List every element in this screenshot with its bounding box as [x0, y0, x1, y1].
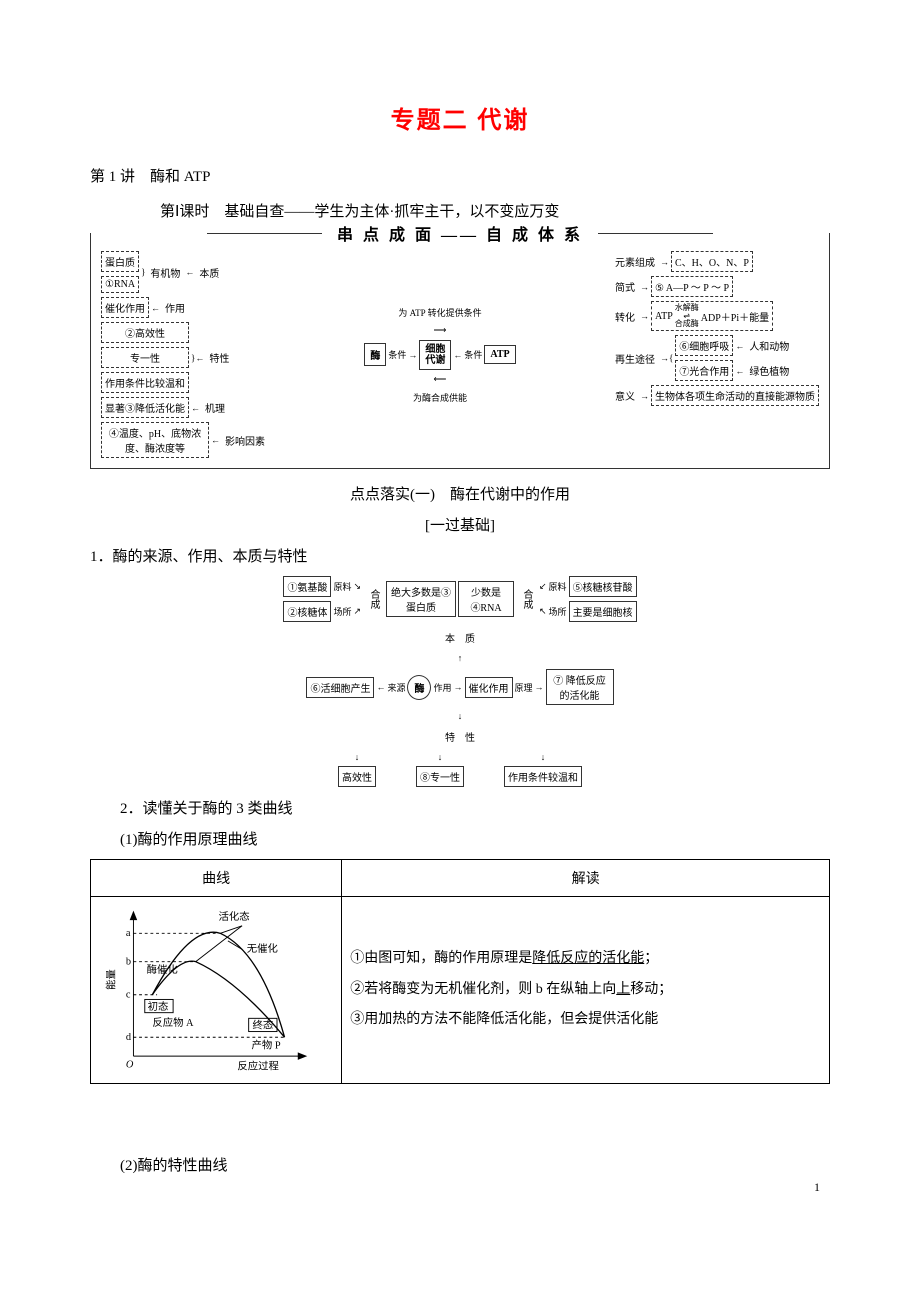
node-most-protein: 绝大多数是③蛋白质 [386, 581, 456, 617]
node-green-plant: 绿色植物 [746, 361, 792, 380]
svg-text:能量: 能量 [105, 969, 118, 990]
page-title: 专题二 代谢 [90, 100, 830, 135]
node-cell-metabolism: 细胞代谢 [419, 340, 451, 370]
label-essence: 本质 [196, 263, 222, 282]
concept-map-frame: 串 点 成 面 —— 自 成 体 系 蛋白质 ①RNA } 有机物 ← 本质 催… [90, 233, 830, 469]
page-number: 1 [814, 1180, 820, 1195]
chain-title-right: 自 成 体 系 [486, 227, 583, 244]
interp-line-2: ②若将酶变为无机催化剂，则 b 在纵轴上向上移动； [350, 975, 821, 1006]
interp-line-3: ③用加热的方法不能降低活化能，但会提供活化能 [350, 1005, 821, 1036]
node-catalysis: 催化作用 [101, 297, 149, 318]
node-catalysis2: 催化作用 [465, 677, 513, 698]
svg-text:a: a [126, 928, 131, 939]
svg-text:b: b [126, 957, 131, 968]
node-amino-acid: ①氨基酸 [283, 576, 331, 597]
paragraph-2: 2．读懂关于酶的 3 类曲线 [90, 797, 830, 818]
th-curve: 曲线 [91, 860, 342, 897]
node-meaning: 生物体各项生命活动的直接能源物质 [651, 385, 819, 406]
node-nucleotide: ⑤核糖核苷酸 [569, 576, 637, 597]
node-respiration: ⑥细胞呼吸 [675, 335, 733, 356]
lesson-heading: 第Ⅰ课时 基础自查——学生为主体·抓牢主干，以不变应万变 [160, 200, 830, 221]
paragraph-2-2: (2)酶的特性曲线 [90, 1154, 830, 1175]
arrow-provide-energy: 为酶合成供能 [410, 389, 470, 406]
node-specificity: 专一性 [101, 347, 189, 368]
node-high-efficiency: ②高效性 [101, 322, 189, 343]
label-influence: 影响因素 [222, 431, 268, 450]
cell-interpretation: ①由图可知，酶的作用原理是降低反应的活化能； ②若将酶变为无机催化剂，则 b 在… [342, 897, 830, 1084]
node-transform: ATP 水解酶 ⇌ 合成酶 ADP＋Pi＋能量 [651, 301, 773, 331]
svg-text:终态: 终态 [252, 1019, 273, 1032]
paragraph-2-1: (1)酶的作用原理曲线 [90, 828, 830, 849]
label-mechanism: 机理 [202, 398, 228, 417]
svg-text:反应物 A: 反应物 A [152, 1016, 194, 1029]
node-elements: C、H、O、N、P [671, 251, 753, 272]
node-rna: ①RNA [101, 276, 139, 293]
th-interpretation: 解读 [342, 860, 830, 897]
node-human-animal: 人和动物 [746, 336, 792, 355]
lecture-heading: 第 1 讲 酶和 ATP [90, 165, 830, 186]
node-high-eff2: 高效性 [338, 766, 376, 787]
label-effect: 作用 [162, 298, 188, 317]
node-enzyme-center: 酶 [407, 675, 431, 700]
node-specificity2: ⑧专一性 [416, 766, 464, 787]
label-traits2: 特 性 [442, 727, 478, 746]
label-regeneration: 再生途径 [612, 349, 658, 368]
label-condition-left: 条件 [388, 348, 406, 361]
label-principle: 原理 [515, 681, 533, 694]
label-source: 来源 [387, 681, 405, 694]
svg-text:c: c [126, 990, 131, 1001]
label-short-form: 简式 [612, 277, 638, 296]
label-meaning: 意义 [612, 386, 638, 405]
concept-map: 蛋白质 ①RNA } 有机物 ← 本质 催化作用 ← 作用 ②高效性 专 [101, 251, 819, 458]
svg-text:O: O [126, 1059, 134, 1070]
label-transform: 转化 [612, 307, 638, 326]
node-short-form: ⑤ A—P ～ P ～ P [651, 276, 733, 297]
node-mild2: 作用条件较温和 [504, 766, 582, 787]
arrow-provide-cond: 为 ATP 转化提供条件 [395, 304, 484, 321]
svg-text:酶催化: 酶催化 [147, 963, 178, 976]
node-protein: 蛋白质 [101, 251, 139, 272]
label-action: 作用 [433, 681, 451, 694]
section-1-subheading: [一过基础] [90, 514, 830, 535]
svg-text:活化态: 活化态 [218, 910, 249, 923]
label-traits: 特性 [206, 348, 232, 367]
label-synthesis-right: 合成 [516, 587, 537, 611]
svg-text:d: d [126, 1032, 132, 1043]
node-lower-ea2: ⑦ 降低反应的活化能 [546, 669, 614, 705]
node-living-cell: ⑥活细胞产生 [306, 677, 374, 698]
enzyme-diagram: ①氨基酸原料↘ ②核糖体场所↗ 合成 绝大多数是③蛋白质 少数是④RNA 合成 … [90, 576, 830, 787]
node-organic: 有机物 [147, 263, 183, 282]
node-ribosome: ②核糖体 [283, 601, 331, 622]
activation-energy-chart: 能量 a b c d O 活化态 无催化 酶催化 初态 反应物 A 终态 产物 … [99, 905, 319, 1075]
interp-line-1: ①由图可知，酶的作用原理是降低反应的活化能； [350, 944, 821, 975]
svg-text:初态: 初态 [148, 1000, 169, 1013]
label-elements: 元素组成 [612, 252, 658, 271]
node-enzyme: 酶 [364, 343, 386, 366]
node-factors: ④温度、pH、底物浓度、酶浓度等 [101, 422, 209, 458]
svg-text:无催化: 无催化 [247, 942, 278, 955]
section-1-heading: 点点落实(一) 酶在代谢中的作用 [90, 483, 830, 504]
chain-title-left: 串 点 成 面 [337, 227, 434, 244]
curve-table: 曲线 解读 [90, 859, 830, 1084]
node-atp: ATP [484, 345, 515, 364]
node-mild: 作用条件比较温和 [101, 372, 189, 393]
node-mainly-nucleus: 主要是细胞核 [569, 601, 637, 622]
node-photosynthesis: ⑦光合作用 [675, 360, 733, 381]
label-essence2: 本 质 [442, 628, 478, 647]
label-synthesis-left: 合成 [363, 587, 384, 611]
concept-map-title: 串 点 成 面 —— 自 成 体 系 [91, 221, 829, 245]
svg-text:产物 P: 产物 P [252, 1039, 281, 1052]
label-condition-right: 条件 [464, 348, 482, 361]
cell-curve-graphic: 能量 a b c d O 活化态 无催化 酶催化 初态 反应物 A 终态 产物 … [91, 897, 342, 1084]
node-lower-ea: 显著③降低活化能 [101, 397, 189, 418]
node-few-rna: 少数是④RNA [458, 581, 514, 617]
paragraph-1: 1．酶的来源、作用、本质与特性 [90, 545, 830, 566]
svg-text:反应过程: 反应过程 [237, 1059, 279, 1072]
